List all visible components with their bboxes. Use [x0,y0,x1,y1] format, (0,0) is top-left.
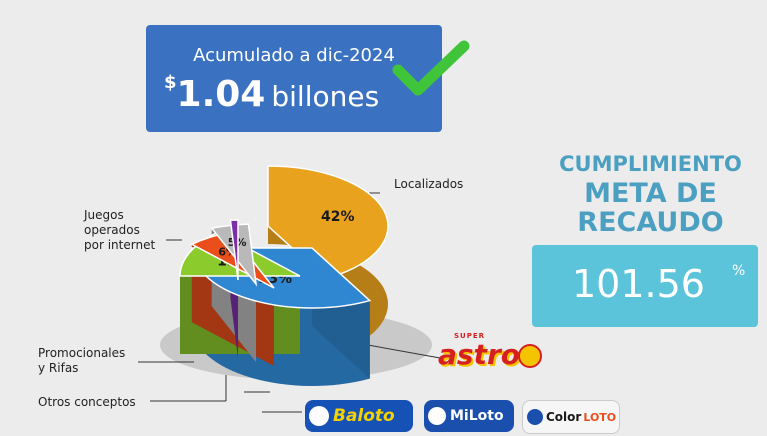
colorloto-ball-icon [527,409,543,425]
amount-value: 1.04 [176,74,266,115]
currency-symbol: $ [164,72,177,93]
label-localizados: Localizados [394,177,464,191]
label-internet: Juegos operados por internet [84,208,155,253]
meta-value: 101.56 [572,262,705,306]
pie-slice [229,219,239,281]
label-promocionales-line2: y Rifas [38,361,79,375]
banner-amount: $1.04 billones [164,72,379,115]
label-promocionales-line1: Promocionales [38,346,126,360]
check-icon [392,40,470,96]
miloto-ball-icon [428,407,446,425]
meta-title-line3: RECAUDO [577,207,724,238]
colorloto-logo: Color LOTO [522,400,620,434]
leader-astro [367,344,441,359]
label-internet-line1: Juegos [84,208,124,222]
colorloto-color-text: Color [546,410,582,424]
astro-star-icon [518,344,542,368]
amount-unit: billones [271,80,380,113]
label-internet-line2: operados [84,223,140,237]
meta-title-line1: CUMPLIMIENTO [559,152,742,176]
baloto-logo: Baloto [305,400,413,432]
colorloto-loto-text: LOTO [583,410,617,424]
label-internet-line3: por internet [84,238,156,252]
meta-title-line2: META DE [584,178,717,209]
meta-value-box: 101.56 % [532,245,758,327]
baloto-text: Baloto [333,406,395,426]
accumulated-banner: Acumulado a dic-2024 $1.04 billones [146,25,442,132]
miloto-text: MiLoto [450,408,504,424]
miloto-logo: MiLoto [424,400,514,432]
banner-period: Acumulado a dic-2024 [193,45,395,66]
meta-title: CUMPLIMIENTO META DE RECAUDO [548,150,753,237]
astro-text: astro [438,338,520,371]
meta-unit: % [732,263,746,279]
baloto-ball-icon [309,406,329,426]
astro-super-text: SUPER [454,332,486,340]
label-promocionales: Promocionales y Rifas [38,346,125,376]
pie-slice [210,223,258,287]
label-otros: Otros conceptos [38,395,136,409]
pie-slice-value-label: 42% [321,209,355,225]
